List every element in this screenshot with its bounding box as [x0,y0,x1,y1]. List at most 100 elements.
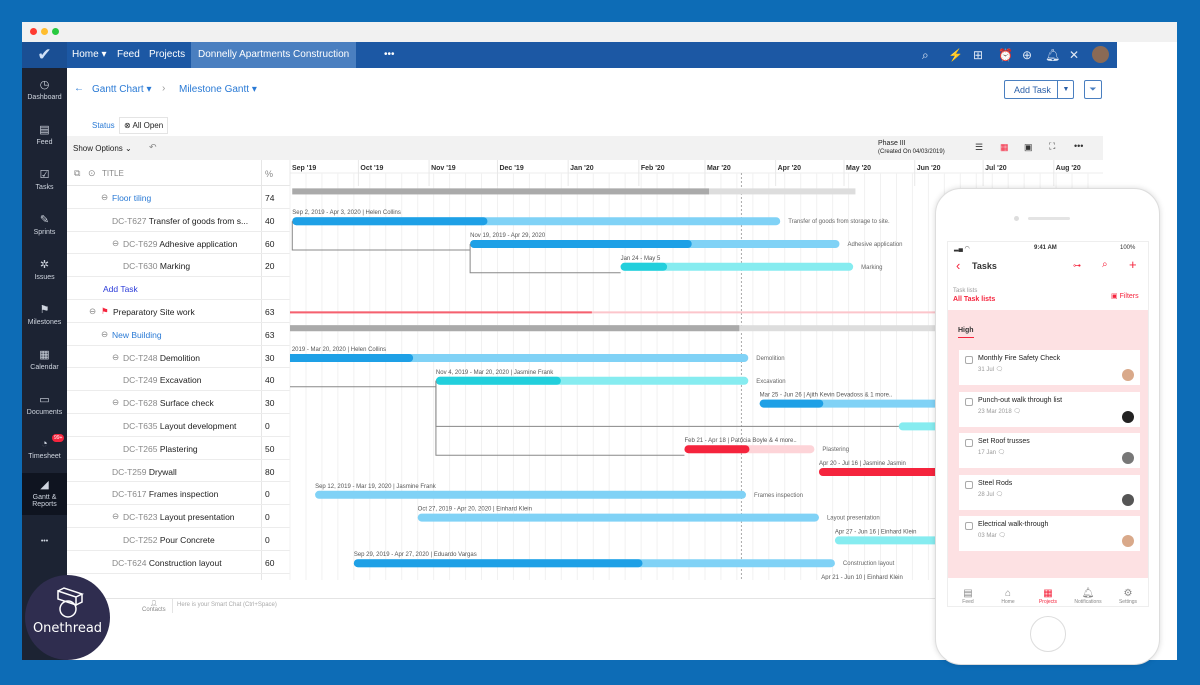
plug-icon[interactable]: ⚡ [948,48,963,62]
table-row[interactable]: DC-T630 Marking 20 [67,254,290,278]
sidebar-item-feed[interactable]: ▤ Feed [22,123,67,146]
table-row[interactable]: ⊖ DC-T628 Surface check 30 [67,391,290,414]
phone-home-button[interactable] [1030,616,1066,652]
phone-tab-notifications[interactable]: 🔔︎ Notifications [1068,588,1108,605]
percent-column-header[interactable]: % [265,169,274,179]
table-row[interactable]: ⊖ DC-T248 Demolition 30 [67,346,290,369]
bell-icon[interactable]: 🔔︎ [1045,48,1061,62]
alarm-icon[interactable]: ⏰ [998,48,1013,62]
select-icon[interactable]: ⧉ [74,168,81,178]
task-checkbox[interactable] [965,480,973,489]
filters-button[interactable]: ▣ Filters [1111,293,1139,300]
nav-feed[interactable]: Feed [117,49,140,60]
task-checkbox[interactable] [965,522,973,530]
sidebar-item-calendar[interactable]: ▦ Calendar [22,348,67,371]
sidebar-item-tasks[interactable]: ☑ Tasks [22,168,67,191]
phone-tab-projects[interactable]: ▦ Projects [1028,588,1068,605]
critical-path-icon[interactable]: ▦ [1000,142,1009,152]
plus-circle-icon[interactable]: ⊕ [1022,48,1033,62]
fullscreen-icon[interactable]: ⛶ [1049,141,1056,151]
table-row[interactable]: DC-T249 Excavation 40 [67,368,290,392]
collapse-icon[interactable]: ⊖ [112,511,120,522]
sidebar-item-gantt-reports[interactable]: ◢ Gantt & Reports [22,473,67,515]
sidebar-item-documents[interactable]: ▭ Documents [22,393,67,416]
table-row[interactable]: DC-T635 Layout development 0 [67,414,290,437]
collapse-icon[interactable]: ⊖ [101,192,109,202]
table-row[interactable]: DC-T617 Frames inspection 0 [67,482,290,506]
show-options-dropdown[interactable]: Show Options ⌄ [73,144,132,153]
table-row[interactable]: ⊖ ⚑ Preparatory Site work 63 [67,300,290,323]
back-arrow-icon[interactable]: ← [74,83,84,94]
title-column-header[interactable]: TITLE [102,169,124,178]
task-checkbox[interactable] [965,397,973,406]
phone-task-card[interactable]: Monthly Fire Safety Check 31 Jul 🗨︎ [959,350,1140,385]
calendar-edit-icon[interactable]: ▣ [1024,142,1033,152]
task-checkbox[interactable] [965,439,973,447]
sidebar-item-timesheet[interactable]: ◔ Timesheet 99+ [22,434,67,460]
app-logo-check-icon[interactable]: ✔ [22,42,67,68]
table-row[interactable]: DC-T259 Drywall 80 [67,460,290,483]
gamepad-icon[interactable]: ⊞ [973,48,984,62]
undo-icon[interactable]: ↶ [149,142,157,152]
table-row[interactable]: DC-T252 Pour Concrete 0 [67,528,290,551]
breadcrumb-gantt-chart[interactable]: Gantt Chart ▾ [92,84,152,95]
tools-icon[interactable]: ✕ [1069,48,1080,62]
sidebar-item-issues[interactable]: ✲ Issues [22,258,67,281]
smart-chat-input[interactable]: Here is your Smart Chat (Ctrl+Space) [177,602,277,608]
filter-icon[interactable]: ⏷ [1084,80,1102,99]
collapse-icon[interactable]: ⊖ [112,237,120,248]
sidebar-more[interactable]: ••• [40,538,49,545]
status-filter-chip[interactable]: ⊗ All Open [119,117,169,134]
add-task-button[interactable]: Add Task ▼ [1004,80,1074,99]
contacts-button[interactable]: 👤︎ Contacts [142,601,166,613]
sidebar-item-milestones[interactable]: ⚑ Milestones [22,303,67,326]
user-avatar[interactable] [1092,46,1109,63]
tasklists-selector[interactable]: All Task lists [953,296,996,303]
collapse-icon[interactable]: ⊖ [112,397,120,408]
search-icon[interactable]: ⌕ [1102,259,1108,270]
maximize-dot[interactable] [52,28,59,35]
phone-tab-feed[interactable]: ▤ Feed [948,588,988,605]
sidebar-item-dashboard[interactable]: ◷ Dashboard [22,78,67,101]
nav-projects[interactable]: Projects [149,49,186,60]
close-dot[interactable] [30,28,37,35]
phone-task-card[interactable]: Electrical walk-through 03 Mar 🗨︎ [959,516,1140,551]
minimize-dot[interactable] [41,28,48,35]
collapse-icon[interactable]: ⊖ [89,306,97,316]
add-task-link[interactable]: Add Task [67,277,290,300]
sidebar-label: Documents [26,409,63,416]
phone-task-card[interactable]: Set Roof trusses 17 Jan 🗨︎ [959,433,1140,468]
task-title: Preparatory Site work [113,307,195,317]
table-row[interactable]: DC-T627 Transfer of goods from s... 40 [67,209,290,232]
phone-task-card[interactable]: Steel Rods 28 Jul 🗨︎ [959,474,1140,510]
bars-icon[interactable]: ☰ [975,142,984,152]
collapse-all-icon[interactable]: ⊙ [88,168,96,178]
table-row[interactable]: ⊖ DC-T623 Layout presentation 0 [67,505,290,528]
more-icon[interactable]: ••• [1074,141,1084,151]
search-icon[interactable]: ⌕ [922,48,929,62]
collapse-icon[interactable]: ⊖ [112,351,120,362]
add-icon[interactable]: + [1129,257,1137,272]
priority-tab-high[interactable]: High [958,327,974,338]
table-row[interactable]: ⊖ Floor tiling 74 [67,186,290,209]
add-task-dropdown[interactable]: ▼ [1057,81,1074,98]
task-name: Pour Concrete [159,535,215,545]
assignee-avatar [1122,535,1134,547]
table-row[interactable]: DC-T265 Plastering 50 [67,437,290,460]
table-row[interactable]: ⊖ DC-T629 Adhesive application 60 [67,232,290,255]
gantt-icon[interactable]: ⊶ [1073,261,1081,270]
back-icon[interactable]: ‹ [956,258,961,273]
table-row[interactable]: DC-T624 Construction layout 60 [67,551,290,574]
nav-more[interactable]: ••• [384,49,395,60]
phone-task-card[interactable]: Punch-out walk through list 23 Mar 2018 🗨… [959,391,1140,427]
nav-home[interactable]: Home ▾ [72,49,107,60]
phase-created-date: (Created On 04/03/2019) [878,149,945,155]
nav-project-tab[interactable]: Donnelly Apartments Construction [191,42,357,68]
table-row[interactable]: ⊖ New Building 63 [67,323,290,346]
collapse-icon[interactable]: ⊖ [101,328,109,339]
phone-tab-settings[interactable]: ⚙ Settings [1108,588,1148,605]
sidebar-item-sprints[interactable]: ✎ Sprints [22,213,67,236]
breadcrumb-milestone-gantt[interactable]: Milestone Gantt ▾ [179,84,257,95]
phone-tab-home[interactable]: ⌂ Home [988,588,1028,605]
task-checkbox[interactable] [965,356,973,364]
